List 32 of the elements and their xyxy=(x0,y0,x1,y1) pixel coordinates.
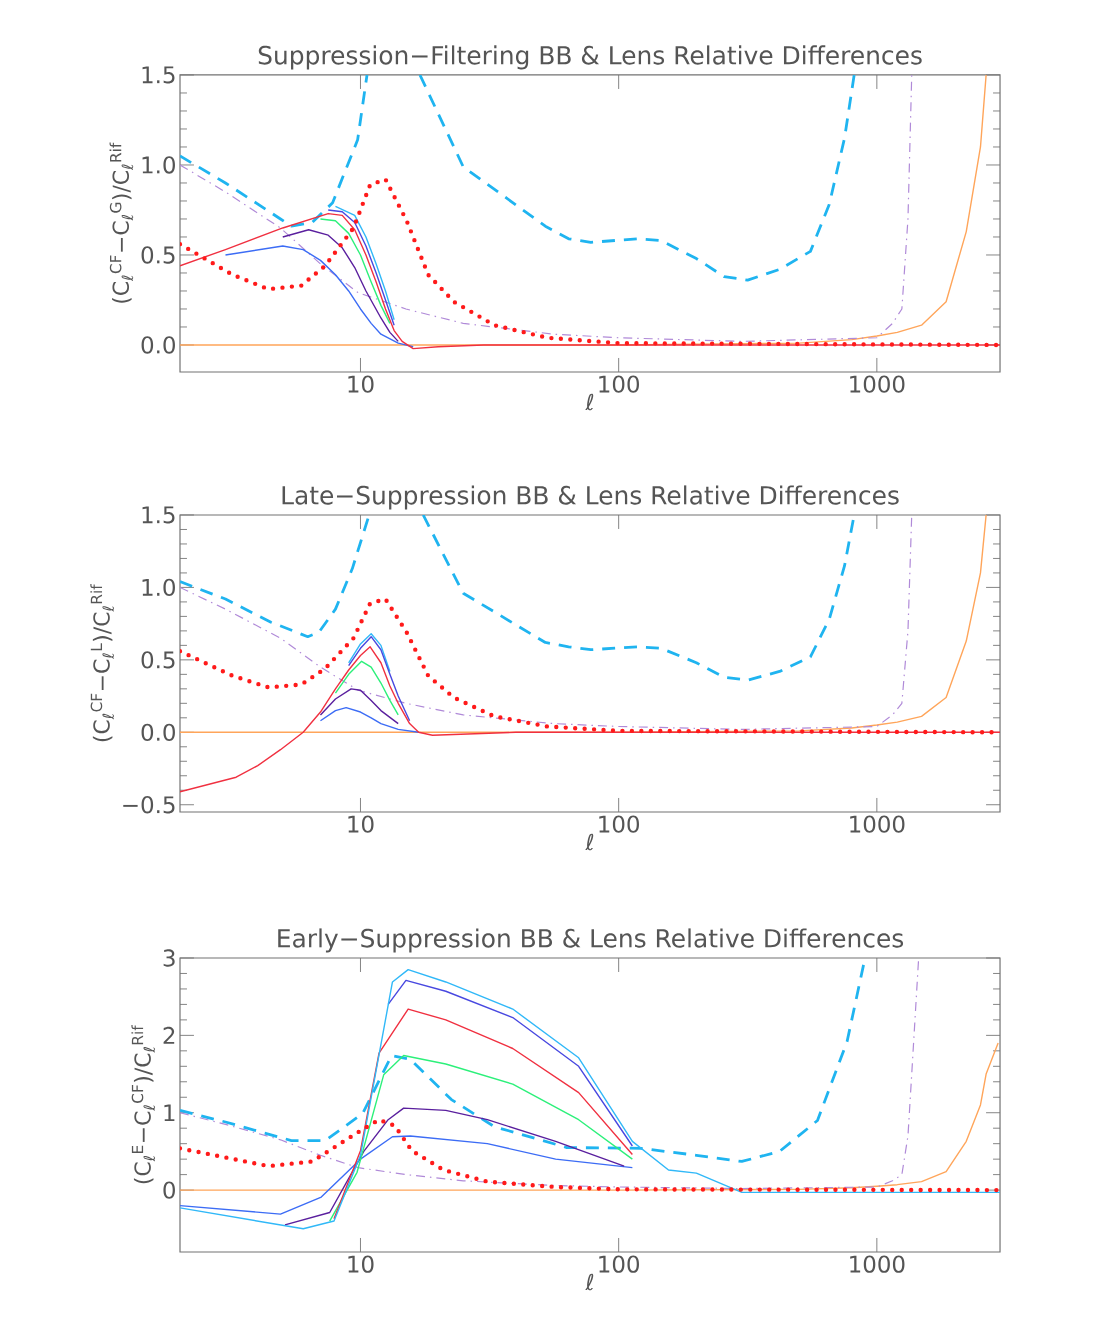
chart-title: Early−Suppression BB & Lens Relative Differences xyxy=(278,928,904,953)
x-tick-label: 10 xyxy=(348,815,374,833)
x-tick-label: 1000 xyxy=(850,1255,905,1273)
y-tick-label: 3 xyxy=(163,949,175,967)
x-tick-label: 1000 xyxy=(850,815,905,833)
y-tick-label: −0.5 xyxy=(123,796,175,814)
x-tick-label: 10 xyxy=(348,1255,374,1273)
y-tick-label: 0 xyxy=(163,1181,175,1199)
y-tick-label: 2 xyxy=(163,1026,175,1044)
text: (C$_{ℓ}$$^{E}$−C$_{ℓ}$$^{CF}$)/C$_{ℓ}$Rif xyxy=(131,1025,156,1184)
x-axis-title: ℓ xyxy=(585,1273,594,1291)
y-tick-label: 0.0 xyxy=(141,723,175,741)
x-axis-title: ℓ xyxy=(585,393,594,411)
y-tick-label: 1.5 xyxy=(142,66,175,84)
y-tick-label: 1.0 xyxy=(142,156,175,174)
y-tick-label: 0.5 xyxy=(141,246,175,264)
x-tick-label: 100 xyxy=(599,375,639,393)
text: (C$_{ℓ}$$^{CF}$−C$_{ℓ}$$^{G}$)/C$_{ℓ}$Rif xyxy=(109,142,134,303)
y-tick-label: 1.0 xyxy=(142,578,175,597)
chart-title: Late−Suppression BB & Lens Relative Differences xyxy=(282,485,899,510)
text: (C$_{ℓ}$$^{CF}$−C$_{ℓ}$$^{L}$)/C$_{ℓ}$Rif xyxy=(90,584,114,742)
line-series xyxy=(347,633,391,673)
y-tick-label: 0.5 xyxy=(141,651,175,669)
x-axis-title: ℓ xyxy=(585,833,594,851)
x-tick-label: 1000 xyxy=(850,375,905,393)
chart-title: Suppression−Filtering BB & Lens Relative Differences xyxy=(258,45,922,70)
y-tick-label: 1.5 xyxy=(142,506,175,524)
x-tick-label: 10 xyxy=(348,375,374,393)
y-tick-label: 0.0 xyxy=(141,336,175,354)
x-tick-label: 100 xyxy=(599,1255,639,1273)
x-tick-label: 100 xyxy=(599,815,639,833)
y-tick-label: 1 xyxy=(164,1104,175,1122)
